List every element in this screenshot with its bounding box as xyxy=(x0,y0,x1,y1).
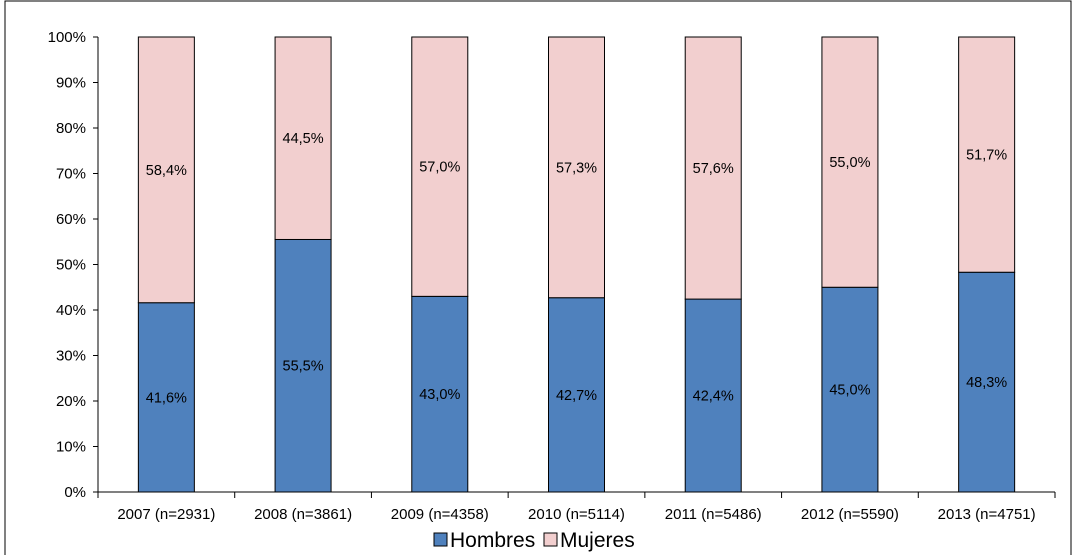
data-label-mujeres-5: 57,6% xyxy=(693,161,734,177)
bar-mujeres-7[interactable] xyxy=(958,36,1016,273)
data-label-mujeres-4: 57,3% xyxy=(556,160,597,176)
bar-mujeres-5[interactable] xyxy=(684,36,742,300)
x-tick-label: 2011 (n=5486) xyxy=(665,506,762,523)
data-label-hombres-5: 42,4% xyxy=(693,389,734,405)
x-tick-label: 2013 (n=4751) xyxy=(938,506,1036,523)
y-tick-label: 40% xyxy=(56,302,86,319)
data-label-mujeres-7: 51,7% xyxy=(966,148,1007,164)
legend-swatch-mujeres xyxy=(543,532,558,547)
y-tick-label: 100% xyxy=(48,29,86,46)
y-tick-label: 90% xyxy=(56,75,86,92)
y-tick-label: 50% xyxy=(56,257,86,274)
data-label-hombres-4: 42,7% xyxy=(556,388,597,404)
data-label-hombres-1: 41,6% xyxy=(146,390,187,406)
data-label-mujeres-2: 44,5% xyxy=(283,131,324,147)
bar-hombres-4[interactable] xyxy=(548,297,605,493)
bar-hombres-6[interactable] xyxy=(821,286,879,493)
bar-mujeres-6[interactable] xyxy=(821,36,879,288)
bar-mujeres-3[interactable] xyxy=(411,36,469,297)
x-tick-label: 2008 (n=3861) xyxy=(254,506,352,523)
y-tick-label: 10% xyxy=(56,439,86,456)
x-tick-label: 2010 (n=5114) xyxy=(528,506,625,523)
bar-hombres-2[interactable] xyxy=(274,238,332,493)
legend: Hombres Mujeres xyxy=(433,529,635,552)
y-tick-label: 20% xyxy=(56,393,86,410)
data-label-mujeres-3: 57,0% xyxy=(419,160,460,176)
bar-hombres-5[interactable] xyxy=(684,298,742,493)
y-tick-label: 60% xyxy=(56,211,86,228)
bar-hombres-1[interactable] xyxy=(137,302,195,493)
x-tick-label: 2009 (n=4358) xyxy=(391,506,489,523)
plot-area: 0% 10% 20% 30% 40% 50% 60% 70% 80% 90% 100% 41,6% 58… xyxy=(48,29,1056,523)
data-label-hombres-6: 45,0% xyxy=(829,383,870,399)
x-tick-label: 2012 (n=5590) xyxy=(801,506,899,523)
data-label-hombres-3: 43,0% xyxy=(419,387,460,403)
y-tick-label: 30% xyxy=(56,348,86,365)
data-label-hombres-7: 48,3% xyxy=(966,375,1007,391)
legend-label-hombres: Hombres xyxy=(450,529,535,552)
bar-mujeres-1[interactable] xyxy=(137,36,195,304)
data-label-hombres-2: 55,5% xyxy=(283,359,324,375)
data-label-mujeres-6: 55,0% xyxy=(829,155,870,171)
data-label-mujeres-1: 58,4% xyxy=(146,163,187,179)
legend-label-mujeres: Mujeres xyxy=(560,529,635,552)
y-tick-label: 0% xyxy=(64,484,86,501)
y-tick-label: 70% xyxy=(56,166,86,183)
legend-swatch-hombres xyxy=(433,532,448,547)
y-tick-label: 80% xyxy=(56,120,86,137)
x-tick-label: 2007 (n=2931) xyxy=(117,506,215,523)
bar-mujeres-4[interactable] xyxy=(548,36,605,299)
bar-mujeres-2[interactable] xyxy=(274,36,332,240)
